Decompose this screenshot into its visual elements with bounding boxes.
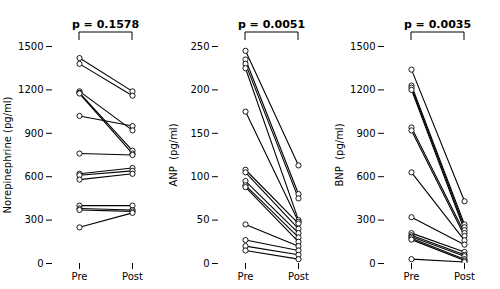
svg-text:p = 0.0051: p = 0.0051 xyxy=(238,18,305,31)
svg-text:p = 0.0035: p = 0.0035 xyxy=(404,18,471,31)
svg-text:Pre: Pre xyxy=(404,271,420,282)
svg-text:200: 200 xyxy=(190,84,209,95)
svg-text:Pre: Pre xyxy=(72,271,88,282)
svg-text:300: 300 xyxy=(24,214,43,225)
svg-text:Post: Post xyxy=(122,271,143,282)
svg-text:1200: 1200 xyxy=(18,84,43,95)
svg-text:300: 300 xyxy=(356,214,375,225)
svg-text:ANP (pg/ml): ANP (pg/ml) xyxy=(168,123,179,186)
svg-text:900: 900 xyxy=(24,128,43,139)
svg-text:150: 150 xyxy=(190,128,209,139)
svg-text:100: 100 xyxy=(190,171,209,182)
svg-text:0: 0 xyxy=(369,258,375,269)
svg-text:p = 0.1578: p = 0.1578 xyxy=(72,18,139,31)
svg-text:600: 600 xyxy=(356,171,375,182)
svg-text:1500: 1500 xyxy=(350,41,375,52)
svg-text:Norepinephrine (pg/ml): Norepinephrine (pg/ml) xyxy=(2,96,13,213)
svg-text:1200: 1200 xyxy=(350,84,375,95)
svg-text:250: 250 xyxy=(190,41,209,52)
svg-text:0: 0 xyxy=(203,258,209,269)
svg-text:600: 600 xyxy=(24,171,43,182)
svg-text:Post: Post xyxy=(288,271,309,282)
svg-text:900: 900 xyxy=(356,128,375,139)
svg-text:Post: Post xyxy=(454,271,475,282)
svg-text:BNP (pg/ml): BNP (pg/ml) xyxy=(334,123,345,186)
svg-text:Pre: Pre xyxy=(238,271,254,282)
svg-text:1500: 1500 xyxy=(18,41,43,52)
svg-text:0: 0 xyxy=(37,258,43,269)
svg-text:50: 50 xyxy=(197,214,210,225)
